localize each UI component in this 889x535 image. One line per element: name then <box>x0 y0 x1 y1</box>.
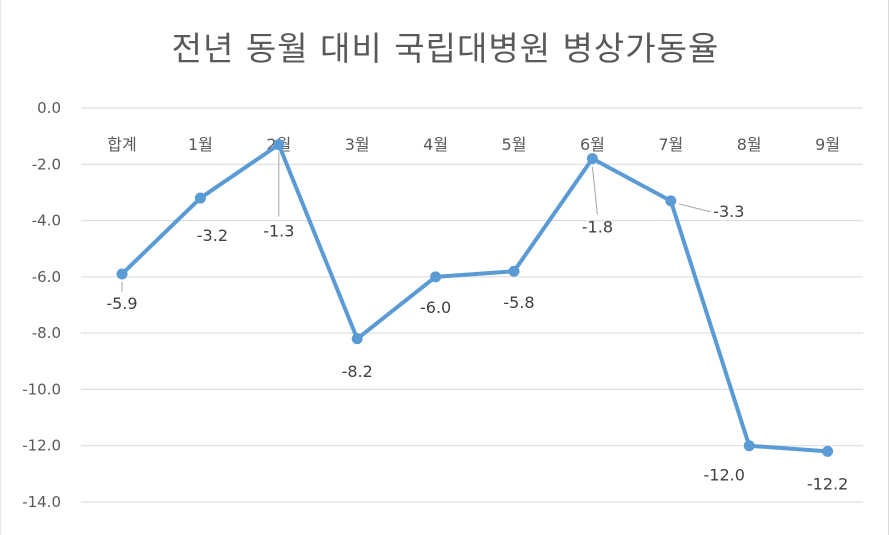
data-label: -12.0 <box>703 466 744 485</box>
data-point <box>194 192 206 204</box>
y-tick-label: -8.0 <box>32 324 61 342</box>
x-category-label: 4월 <box>423 135 448 154</box>
data-label: -5.9 <box>106 294 137 313</box>
y-tick-label: 0.0 <box>37 99 61 117</box>
data-point <box>665 195 677 207</box>
x-category-label: 7월 <box>658 135 683 154</box>
data-point <box>116 268 128 280</box>
x-category-label: 9월 <box>815 135 840 154</box>
data-label: -3.2 <box>197 226 228 245</box>
series-line-layer <box>120 142 830 454</box>
y-axis-ticks: 0.0 -2.0 -4.0 -6.0 -8.0 -10.0 -12.0 -14.0 <box>22 99 61 511</box>
data-point <box>743 440 755 452</box>
data-labels: -5.9 -3.2 -1.3 -8.2 -6.0 -5.8 -1.8 -3.3 -12.0 -12… <box>106 202 848 493</box>
data-point <box>430 271 442 283</box>
data-label: -1.8 <box>582 218 613 237</box>
y-tick-label: -12.0 <box>22 437 61 455</box>
data-point <box>586 153 598 165</box>
leader-line <box>678 203 711 213</box>
data-label: -12.2 <box>807 474 848 493</box>
data-point <box>508 265 520 277</box>
x-category-label: 1월 <box>188 135 213 154</box>
x-category-label: 6월 <box>580 135 605 154</box>
data-label: -6.0 <box>420 298 451 317</box>
data-point <box>273 139 285 151</box>
data-points <box>116 139 834 457</box>
gridlines <box>81 107 863 503</box>
chart-title: 전년 동월 대비 국립대병원 병상가동율 <box>171 29 720 68</box>
data-label: -5.8 <box>503 293 534 312</box>
data-label: -8.2 <box>342 362 373 381</box>
data-point <box>822 445 834 457</box>
x-category-label: 3월 <box>345 135 370 154</box>
data-point <box>351 333 363 345</box>
data-label: -1.3 <box>263 222 294 241</box>
x-category-label: 8월 <box>737 135 762 154</box>
data-label: -3.3 <box>713 202 744 221</box>
y-tick-label: -10.0 <box>22 380 61 398</box>
leader-line <box>591 166 598 215</box>
leader-lines <box>121 152 711 293</box>
category-labels: 합계1월2월3월4월5월6월7월8월9월 <box>107 135 840 154</box>
y-tick-label: -2.0 <box>32 155 61 173</box>
series-line <box>120 142 830 454</box>
x-category-label: 5월 <box>502 135 527 154</box>
y-tick-label: -6.0 <box>32 268 61 286</box>
y-tick-label: -4.0 <box>32 212 61 230</box>
y-tick-label: -14.0 <box>22 493 61 511</box>
x-category-label: 합계 <box>107 135 136 154</box>
